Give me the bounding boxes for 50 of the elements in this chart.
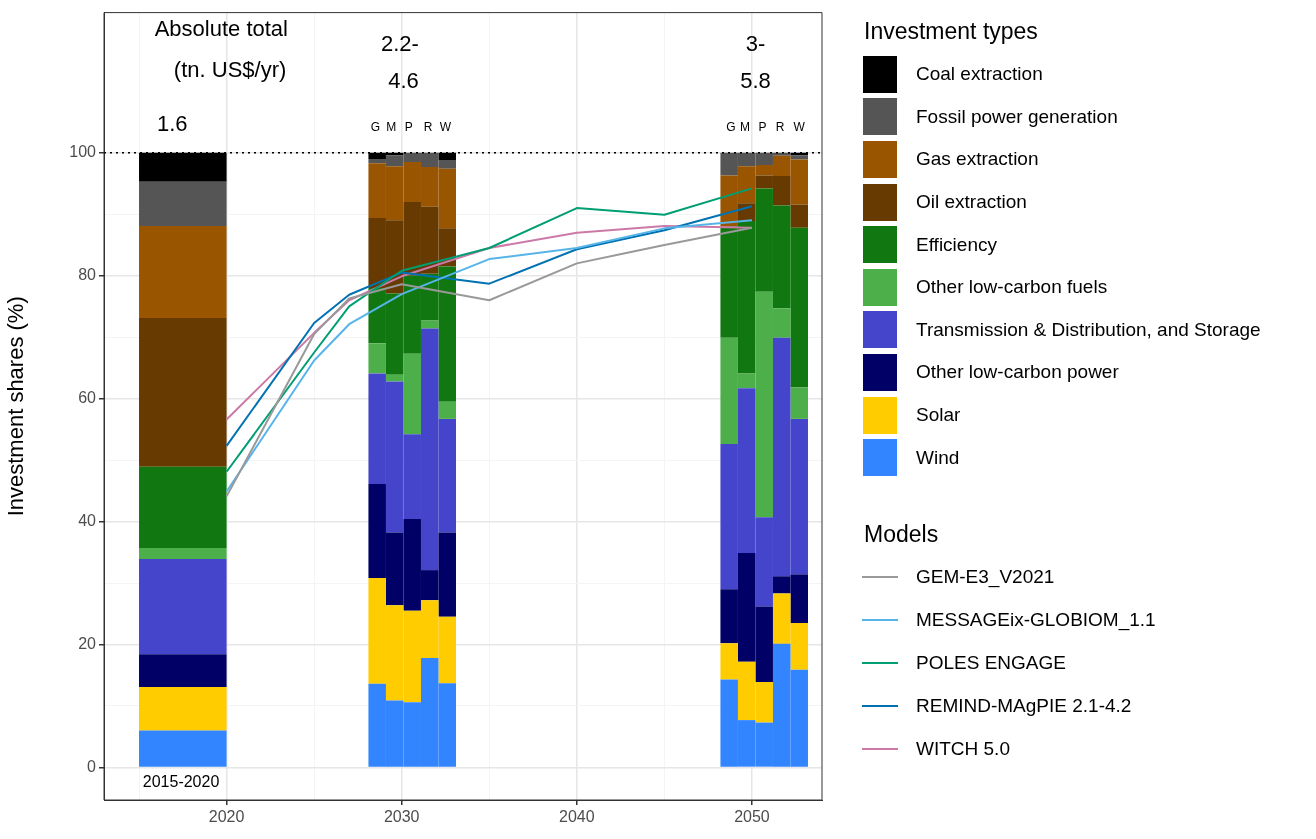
bar — [420, 320, 439, 329]
legend-label: Wind — [916, 446, 960, 469]
legend-label: REMIND-MAgPIE 2.1-4.2 — [916, 694, 1132, 717]
annotation: R — [775, 119, 785, 134]
x-tick-label: 2040 — [559, 808, 595, 826]
legend-label: WITCH 5.0 — [916, 737, 1010, 760]
legend-label: Transmission & Distribution, and Storage — [916, 318, 1261, 341]
annotation: W — [439, 119, 452, 134]
x-tick-label: 2050 — [734, 808, 770, 826]
annotation: M — [739, 119, 750, 134]
legend-label: Other low-carbon fuels — [916, 276, 1108, 299]
legend-label: POLES ENGAGE — [916, 651, 1066, 674]
annotation: P — [758, 119, 767, 134]
annotation: G — [370, 119, 381, 134]
y-axis-title: Investment shares (%) — [3, 296, 29, 517]
bar — [368, 343, 386, 374]
legend-label: MESSAGEix-GLOBIOM_1.1 — [916, 609, 1156, 632]
annotation: 2015-2020 — [142, 772, 220, 790]
y-tick-label: 40 — [78, 511, 97, 529]
annotation: W — [793, 119, 806, 134]
annotation: 2.2- — [381, 31, 419, 57]
legend-label: Oil extraction — [916, 191, 1027, 214]
annotation: 1.6 — [157, 111, 188, 137]
annotation: 4.6 — [388, 68, 419, 94]
annotation: P — [404, 119, 413, 134]
legend-label: Other low-carbon power — [916, 361, 1119, 384]
bar — [790, 387, 808, 419]
legend-title: Investment types — [864, 18, 1039, 45]
y-tick-label: 0 — [87, 757, 97, 775]
y-tick-label: 80 — [78, 266, 97, 284]
annotation: 3- — [745, 31, 766, 57]
legend-label: Gas extraction — [916, 148, 1039, 171]
annotation: M — [386, 119, 397, 134]
bar — [438, 401, 456, 419]
annotation: Absolute total — [154, 15, 288, 41]
legend-label: Fossil power generation — [916, 105, 1118, 128]
legend-label: Coal extraction — [916, 63, 1043, 86]
annotation: R — [423, 119, 433, 134]
y-tick-label: 20 — [78, 634, 97, 652]
y-tick-label: 100 — [69, 143, 97, 161]
legend-label: Efficiency — [916, 233, 997, 256]
annotation: (tn. US$/yr) — [173, 57, 287, 83]
legend-label: GEM-E3_V2021 — [916, 566, 1055, 589]
annotation: G — [726, 119, 736, 134]
legend-label: Solar — [916, 404, 961, 427]
text: Models — [864, 520, 940, 548]
annotation: 5.8 — [740, 68, 771, 94]
y-tick-label: 60 — [78, 389, 97, 407]
x-tick-label: 2030 — [383, 808, 420, 826]
x-tick-label: 2020 — [208, 808, 245, 826]
